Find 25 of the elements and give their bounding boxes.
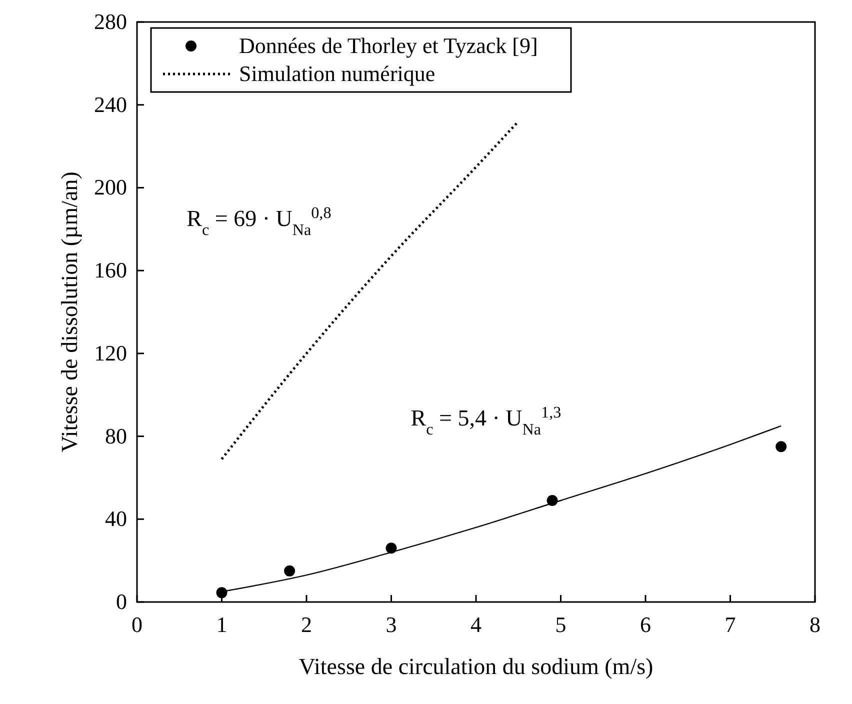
legend-label: Données de Thorley et Tyzack [9] [239,33,538,58]
y-tick-label: 240 [94,92,127,117]
y-tick-label: 280 [94,9,127,34]
x-tick-label: 1 [216,612,228,637]
x-tick-label: 8 [810,612,820,637]
y-tick-label: 160 [94,258,127,283]
point [776,441,787,452]
y-axis-title: Vitesse de dissolution (µm/an) [57,172,82,452]
point [284,565,296,576]
x-axis-title: Vitesse de circulation du sodium (m/s) [298,654,654,679]
y-tick-label: 40 [105,506,127,532]
x-tick-label: 7 [724,612,736,637]
x-tick-label: 0 [132,612,142,637]
point [386,542,397,554]
y-tick-label: 120 [94,340,127,366]
x-tick-label: 3 [386,612,397,637]
y-tick-label: 200 [94,174,127,200]
legend-label: Simulation numérique [239,61,436,86]
x-tick-label: 4 [470,612,482,637]
y-tick-label: 80 [105,423,127,448]
point [216,587,228,598]
x-tick-label: 2 [301,612,312,637]
x-tick-label: 5 [555,612,566,637]
y-tick-label: 0 [116,589,127,614]
x-tick-label: 6 [640,612,651,637]
